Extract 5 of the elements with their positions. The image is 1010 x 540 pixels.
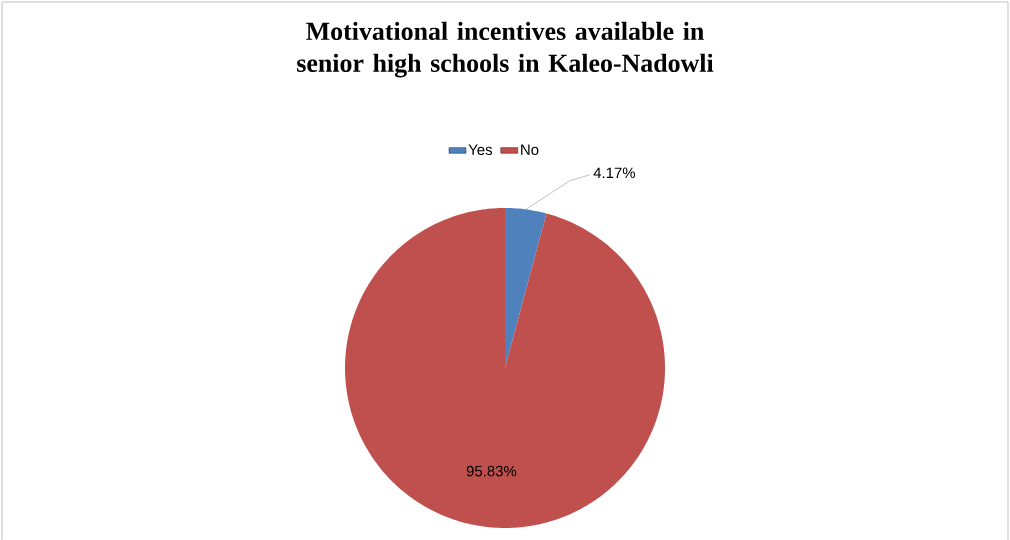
- data-label: 95.83%: [466, 465, 517, 477]
- chart-title: Motivational incentives available in senior high schools in Kaleo-Nadowli: [297, 21, 714, 78]
- data-label: 4.17%: [593, 167, 636, 178]
- legend-label: Yes: [468, 144, 493, 155]
- legend-label: No: [521, 144, 539, 155]
